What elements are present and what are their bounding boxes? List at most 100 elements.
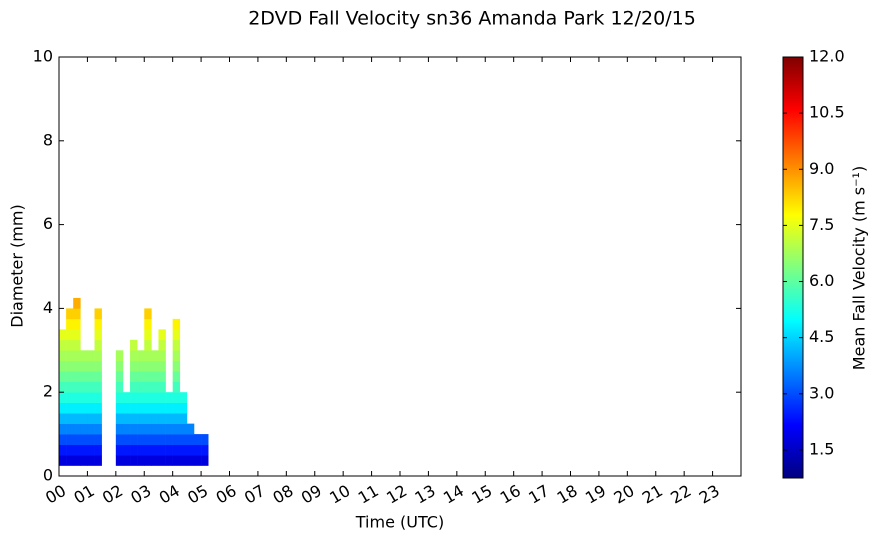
heatmap-cell <box>66 381 74 393</box>
heatmap-cell <box>94 329 102 341</box>
x-tick-label: 08 <box>269 481 296 508</box>
heatmap-cell <box>172 402 181 414</box>
heatmap-cell <box>158 350 166 362</box>
heatmap-cell <box>144 392 152 403</box>
heatmap-cell <box>144 350 152 362</box>
heatmap-cell <box>137 423 145 435</box>
heatmap-cell <box>158 413 166 424</box>
heatmap-cell <box>172 455 181 466</box>
heatmap-cell <box>87 434 95 445</box>
heatmap-cell <box>158 392 166 403</box>
heatmap-cell <box>73 402 81 414</box>
heatmap-cell <box>130 444 138 456</box>
heatmap-cell <box>179 392 188 403</box>
heatmap-cell <box>144 308 152 320</box>
heatmap-cell <box>80 392 88 403</box>
heatmap-cell <box>165 402 173 414</box>
heatmap-cell <box>66 455 74 466</box>
heatmap-cell <box>59 455 67 466</box>
heatmap-cell <box>158 381 166 393</box>
heatmap-cell <box>201 434 209 445</box>
heatmap-cell <box>59 392 67 403</box>
heatmap-cell <box>59 371 67 383</box>
heatmap-cell <box>87 350 95 362</box>
heatmap-cell <box>94 308 102 320</box>
heatmap-cell <box>94 434 102 445</box>
heatmap-cell <box>137 455 145 466</box>
heatmap-cell <box>158 434 166 445</box>
x-tick-label: 06 <box>213 481 240 508</box>
heatmap-cell <box>186 455 195 466</box>
heatmap-cell <box>137 381 145 393</box>
heatmap-cell <box>130 381 138 393</box>
heatmap-cell <box>158 402 166 414</box>
heatmap-cell <box>186 434 195 445</box>
heatmap-cell <box>94 392 102 403</box>
x-tick-label: 15 <box>468 481 495 508</box>
heatmap-cell <box>158 329 166 341</box>
x-tick-label: 12 <box>383 481 410 508</box>
heatmap-cell <box>158 455 166 466</box>
heatmap-cell <box>165 444 173 456</box>
heatmap-cell <box>137 371 145 383</box>
heatmap-cell <box>151 413 159 424</box>
heatmap-cell <box>137 444 145 456</box>
heatmap-cell <box>80 402 88 414</box>
heatmap-cell <box>94 423 102 435</box>
heatmap-cell <box>80 444 88 456</box>
heatmap-cell <box>144 434 152 445</box>
heatmap-cell <box>144 444 152 456</box>
heatmap-cell <box>130 423 138 435</box>
heatmap-cell <box>122 434 131 445</box>
colorbar-tick-label: 12.0 <box>809 47 845 66</box>
heatmap-cell <box>87 371 95 383</box>
heatmap-cell <box>73 434 81 445</box>
heatmap-cell <box>80 423 88 435</box>
heatmap-cell <box>137 350 145 362</box>
heatmap-cell <box>179 402 188 414</box>
heatmap-cell <box>115 402 124 414</box>
heatmap-cell <box>115 413 124 424</box>
x-tick-label: 10 <box>326 481 353 508</box>
x-tick-label: 22 <box>667 481 694 508</box>
x-tick-label: 13 <box>412 481 439 508</box>
heatmap-cell <box>115 360 124 372</box>
heatmap-cell <box>73 371 81 383</box>
heatmap-cell <box>130 455 138 466</box>
heatmap-cell <box>201 455 209 466</box>
x-tick-label: 03 <box>127 481 154 508</box>
heatmap-cell <box>66 308 74 320</box>
heatmap-cell <box>151 423 159 435</box>
heatmap-cell <box>172 434 181 445</box>
heatmap-cell <box>87 455 95 466</box>
heatmap-cell <box>59 350 67 362</box>
heatmap-cell <box>172 392 181 403</box>
heatmap-cell <box>158 360 166 372</box>
heatmap-cell <box>151 381 159 393</box>
heatmap-cell <box>80 360 88 372</box>
x-tick-label: 01 <box>71 481 98 508</box>
heatmap-cell <box>144 413 152 424</box>
heatmap-cell <box>66 329 74 341</box>
heatmap-cell <box>94 455 102 466</box>
heatmap-cell <box>66 392 74 403</box>
heatmap-cell <box>130 402 138 414</box>
heatmap-cell <box>59 402 67 414</box>
x-tick-label: 04 <box>156 481 183 508</box>
heatmap-cell <box>151 350 159 362</box>
heatmap-cell <box>144 423 152 435</box>
heatmap-cell <box>151 371 159 383</box>
heatmap-cell <box>73 350 81 362</box>
heatmap-cell <box>172 371 181 383</box>
heatmap-cell <box>115 455 124 466</box>
heatmap-cell <box>172 381 181 393</box>
x-tick-label: 00 <box>42 481 69 508</box>
heatmap-cell <box>94 371 102 383</box>
heatmap-cell <box>66 350 74 362</box>
heatmap-cell <box>179 444 188 456</box>
heatmap-cell <box>66 423 74 435</box>
heatmap-cell <box>151 444 159 456</box>
x-tick-label: 20 <box>610 481 637 508</box>
heatmap-cell <box>80 371 88 383</box>
